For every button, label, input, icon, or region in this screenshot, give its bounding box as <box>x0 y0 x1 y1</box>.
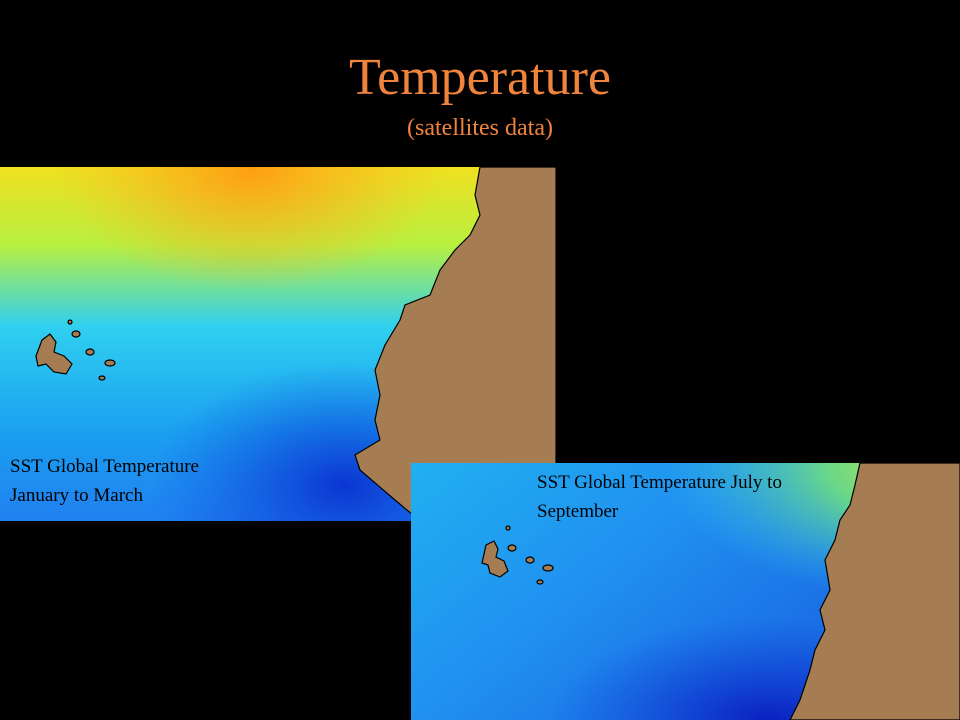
slide-title: Temperature <box>349 49 611 106</box>
map-caption: SST Global Temperature <box>10 456 199 477</box>
map-january-march: SST Global Temperature January to March <box>0 166 557 522</box>
map-caption: SST Global Temperature July to <box>537 472 782 493</box>
map-july-september: SST Global Temperature July to September <box>411 462 960 720</box>
map-caption: January to March <box>10 485 143 506</box>
slide-subtitle: (satellites data) <box>407 115 553 141</box>
map-caption: September <box>537 501 619 522</box>
